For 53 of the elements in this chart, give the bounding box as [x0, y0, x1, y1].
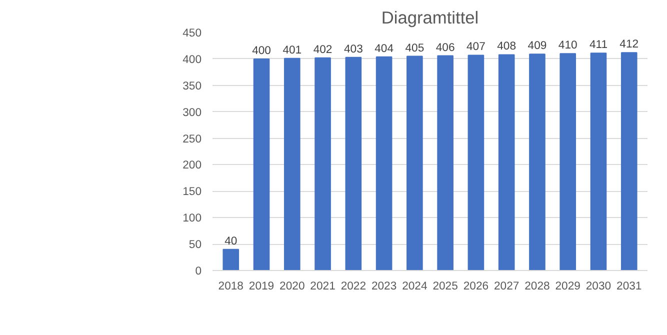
bar: [468, 54, 484, 270]
x-tick-label: 2022: [340, 280, 366, 292]
bar: [222, 248, 240, 270]
data-label: 410: [558, 40, 578, 52]
bar: [560, 53, 576, 270]
y-tick-label: 350: [182, 80, 202, 92]
bar: [529, 54, 546, 270]
data-label: 403: [344, 43, 363, 56]
x-tick-label: 2027: [494, 280, 520, 292]
data-label: 412: [620, 38, 639, 51]
x-tick-label: 2019: [248, 280, 274, 292]
bar: [590, 52, 607, 270]
x-tick-label: 2030: [586, 280, 612, 292]
y-tick-label: 0: [195, 266, 202, 278]
bar: [406, 56, 423, 270]
x-tick-label: 2018: [218, 280, 244, 292]
y-tick-label: 400: [182, 54, 202, 66]
data-label: 407: [466, 41, 486, 54]
bar: [345, 56, 362, 270]
chart-title: Diagramtittel: [381, 8, 479, 28]
bar: [314, 57, 331, 270]
bar: [498, 54, 515, 270]
bar: [253, 58, 270, 270]
bar: [620, 52, 638, 270]
bar: [376, 56, 392, 270]
data-label: 40: [224, 235, 238, 248]
x-tick-label: 2026: [463, 280, 489, 292]
x-tick-label: 2028: [524, 280, 550, 292]
y-tick-label: 100: [182, 212, 202, 225]
y-tick-label: 250: [182, 133, 202, 146]
x-tick-label: 2029: [555, 280, 580, 292]
x-tick-label: 2021: [310, 280, 336, 292]
y-tick-label: 300: [182, 106, 202, 119]
bar: [284, 58, 300, 270]
data-label: 404: [374, 42, 394, 55]
data-label: 405: [405, 42, 424, 54]
data-label: 411: [589, 39, 608, 52]
data-label: 400: [252, 44, 271, 57]
x-tick-label: 2025: [432, 280, 458, 292]
bar: [437, 55, 454, 270]
data-label: 409: [528, 40, 547, 52]
data-label: 406: [436, 42, 455, 54]
data-label: 401: [282, 44, 302, 56]
y-tick-label: 50: [188, 239, 202, 252]
data-label: 408: [497, 40, 516, 53]
x-tick-label: 2023: [371, 280, 397, 292]
data-label: 402: [313, 44, 332, 56]
y-tick-label: 150: [182, 186, 202, 198]
y-tick-label: 450: [182, 28, 202, 40]
x-tick-label: 2031: [616, 280, 642, 292]
x-tick-label: 2024: [402, 280, 428, 292]
y-tick-label: 200: [182, 160, 202, 172]
x-tick-label: 2020: [280, 280, 305, 292]
